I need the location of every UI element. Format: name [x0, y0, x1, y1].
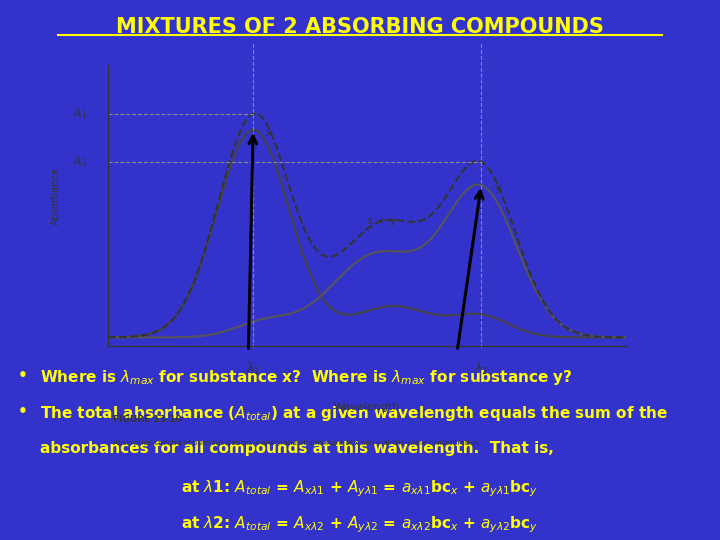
- Text: $\lambda_2$: $\lambda_2$: [474, 361, 489, 377]
- Text: •: •: [18, 404, 28, 420]
- Text: Absorbance: Absorbance: [51, 167, 61, 225]
- Text: $A_1$: $A_1$: [73, 107, 87, 121]
- Text: x + y: x + y: [367, 216, 397, 226]
- Text: •: •: [18, 368, 28, 383]
- Text: y: y: [494, 183, 501, 193]
- Text: Where is $\lambda_{max}$ for substance x?  Where is $\lambda_{max}$ for substanc: Where is $\lambda_{max}$ for substance x…: [40, 368, 572, 387]
- Text: at $\lambda$2: $A_{total}$ = $A_{x\lambda2}$ + $A_{y\lambda2}$ = $a_{x\lambda2}$: at $\lambda$2: $A_{total}$ = $A_{x\lambd…: [181, 515, 539, 535]
- Text: absorbances for all compounds at this wavelength.  That is,: absorbances for all compounds at this wa…: [40, 441, 554, 456]
- Text: The total absorbance ($A_{total}$) at a given wavelength equals the sum of the: The total absorbance ($A_{total}$) at a …: [40, 404, 667, 423]
- Text: Wavelength: Wavelength: [334, 402, 400, 411]
- Text: FIGURE 13.10: FIGURE 13.10: [113, 415, 182, 424]
- Text: Absorption spectra of pure substances x and y and of a mixture of x and y at the: Absorption spectra of pure substances x …: [113, 440, 481, 446]
- Text: x: x: [266, 127, 273, 138]
- Text: at $\lambda$1: $A_{total}$ = $A_{x\lambda1}$ + $A_{y\lambda1}$ = $a_{x\lambda1}$: at $\lambda$1: $A_{total}$ = $A_{x\lambd…: [181, 478, 539, 499]
- Text: $A_2$: $A_2$: [73, 155, 87, 168]
- Text: MIXTURES OF 2 ABSORBING COMPOUNDS: MIXTURES OF 2 ABSORBING COMPOUNDS: [116, 17, 604, 37]
- Text: $\lambda_1$: $\lambda_1$: [246, 361, 261, 377]
